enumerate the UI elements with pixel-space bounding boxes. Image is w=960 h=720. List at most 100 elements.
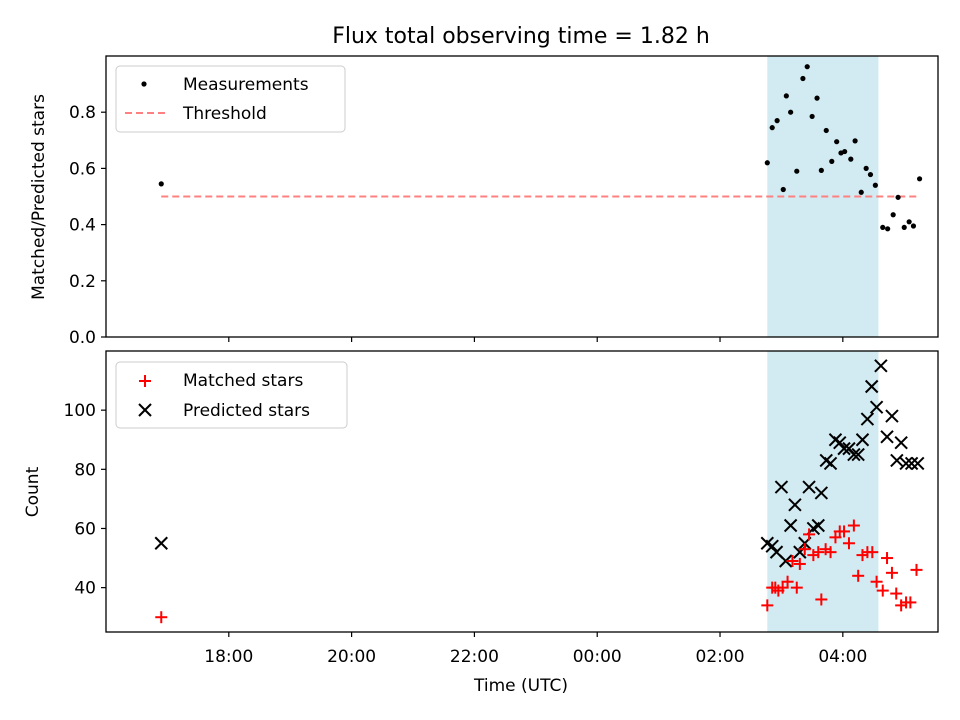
predicted-star-point <box>899 456 913 471</box>
measurement-point <box>885 226 891 232</box>
matched-star-point <box>870 575 883 588</box>
bottom-legend: Matched stars Predicted stars <box>115 361 348 429</box>
measurement-point <box>774 118 780 124</box>
matched-star-point <box>793 557 806 570</box>
measurement-point <box>880 224 886 231</box>
predicted-star-point <box>154 536 168 550</box>
top-legend: Measurements Threshold <box>115 65 346 133</box>
predicted-star-point <box>823 456 838 471</box>
measurement-point <box>809 113 815 120</box>
measurement-point <box>764 160 770 166</box>
measurement-point <box>863 165 869 171</box>
measurement-point <box>901 224 907 231</box>
matched-star-point <box>824 546 837 559</box>
predicted-star-point <box>890 453 904 468</box>
measurement-point <box>842 148 848 155</box>
legend-predicted-label: Predicted stars <box>183 401 310 421</box>
top-ylabel: Matched/Predicted stars <box>29 94 49 300</box>
measurement-point <box>769 125 775 131</box>
matched-star-point <box>761 599 774 612</box>
measurement-point <box>906 219 912 225</box>
y-tick-label: 40 <box>74 579 96 599</box>
measurement-point <box>814 95 820 101</box>
matched-star-point <box>881 552 894 565</box>
matched-star-point <box>866 546 879 559</box>
predicted-star-point <box>860 412 875 426</box>
measurement-point <box>872 182 878 188</box>
x-tick-label: 22:00 <box>450 647 499 667</box>
measurement-point <box>818 167 824 173</box>
predicted-star-point <box>880 430 894 444</box>
predicted-star-point <box>811 518 825 533</box>
predicted-star-point <box>837 441 851 456</box>
predicted-star-point <box>788 498 802 512</box>
measurement-point <box>852 138 858 144</box>
x-tick-label: 00:00 <box>573 647 622 667</box>
matched-star-point <box>815 593 828 606</box>
matched-star-point <box>890 587 903 600</box>
x-tick-label: 20:00 <box>327 647 376 667</box>
measurement-point <box>916 176 923 182</box>
measurement-point <box>858 189 864 195</box>
measurement-point <box>788 109 794 115</box>
x-tick-label: 02:00 <box>696 647 745 667</box>
predicted-star-point <box>847 447 861 462</box>
predicted-star-point <box>894 435 908 450</box>
y-tick-label: 80 <box>74 460 96 480</box>
predicted-star-point <box>779 554 793 568</box>
y-tick-label: 60 <box>74 519 96 539</box>
legend-predicted-marker <box>138 403 152 417</box>
bottom-panel: 40 60 80 100 18:00 20:00 22:00 00:00 02:00 04:00… <box>23 350 939 696</box>
predicted-star-point <box>864 379 879 394</box>
predicted-star-point <box>855 433 870 447</box>
predicted-star-point <box>833 435 847 450</box>
predicted-star-point <box>885 409 899 423</box>
top-axes-frame <box>105 55 939 338</box>
measurement-point <box>910 223 917 229</box>
measurement-point <box>823 127 829 134</box>
matched-star-point <box>910 563 923 576</box>
predicted-star-point <box>774 480 789 494</box>
legend-threshold-label: Threshold <box>182 104 267 124</box>
matched-star-point <box>904 596 917 609</box>
matched-star-point <box>885 566 898 579</box>
bottom-axes-frame <box>105 350 939 633</box>
measurement-point <box>848 156 854 162</box>
legend-measurements-label: Measurements <box>183 75 309 95</box>
predicted-star-point <box>869 400 884 414</box>
chart-title: Flux total observing time = 1.82 h <box>332 24 710 49</box>
x-tick-label: 18:00 <box>204 647 253 667</box>
y-tick-label: 0.6 <box>69 159 96 179</box>
bottom-ylabel: Count <box>23 466 43 517</box>
predicted-star-point <box>874 359 888 373</box>
matched-star-point <box>790 581 803 594</box>
matched-star-point <box>786 555 799 568</box>
predicted-star-point <box>911 456 925 471</box>
predicted-star-point <box>851 447 865 462</box>
measurement-point <box>780 186 786 193</box>
legend-matched-marker <box>139 375 151 387</box>
measurement-point <box>829 158 835 164</box>
matched-star-point <box>798 543 811 556</box>
y-tick-label: 0.8 <box>69 103 96 123</box>
measurement-point <box>158 181 164 187</box>
legend-matched-label: Matched stars <box>183 371 303 391</box>
x-tick-label: 04:00 <box>818 647 867 667</box>
measurement-point <box>804 64 810 70</box>
matched-star-point <box>847 519 860 532</box>
measurement-point <box>783 93 789 99</box>
predicted-star-point <box>904 456 919 471</box>
top-panel: 0.00.20.40.60.8 Matched/Predicted stars … <box>29 55 939 348</box>
x-axis-label: Time (UTC) <box>473 676 568 696</box>
matched-star-point <box>812 546 825 559</box>
y-tick-label: 0.0 <box>69 328 96 348</box>
y-tick-label: 0.4 <box>69 216 96 236</box>
measurement-point <box>794 168 800 174</box>
matched-star-point <box>876 584 889 597</box>
measurement-point <box>895 194 901 200</box>
y-tick-label: 0.2 <box>69 272 96 292</box>
predicted-star-point <box>765 539 779 553</box>
legend-measurements-marker <box>141 81 147 87</box>
matched-star-point <box>803 528 816 541</box>
